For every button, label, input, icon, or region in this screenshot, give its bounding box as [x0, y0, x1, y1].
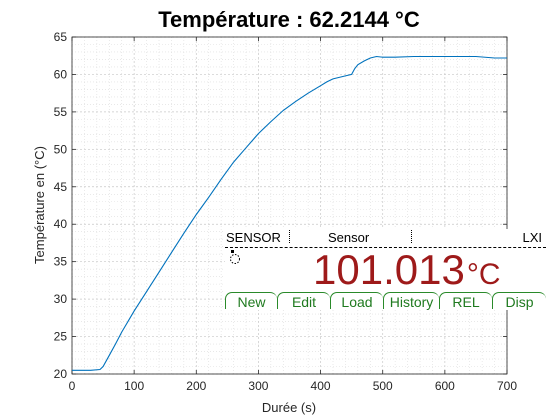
measurement-unit: °C [466, 258, 501, 291]
x-axis-label: Durée (s) [262, 400, 316, 415]
x-tick-label: 700 [497, 379, 517, 393]
y-axis-label: Température en (°C) [32, 146, 47, 264]
plot-frame [71, 36, 508, 375]
x-tick-label: 300 [248, 379, 268, 393]
busy-indicator-icon [230, 250, 240, 264]
status-separator [411, 230, 412, 243]
y-tick-label: 55 [54, 105, 68, 119]
lxi-indicator: LXI [522, 230, 542, 245]
y-tick-label: 20 [54, 367, 68, 381]
softkey-disp-button[interactable]: Disp [492, 292, 546, 310]
instrument-status-bar: SENSOR Sensor LXI [225, 229, 546, 248]
measurement-value: 101.013 [313, 246, 465, 293]
y-tick-label: 60 [54, 67, 68, 81]
measurement-readout: 101.013°C [313, 246, 501, 294]
y-tick-label: 35 [54, 255, 68, 269]
softkey-new-button[interactable]: New [225, 292, 277, 310]
softkey-edit-button[interactable]: Edit [277, 292, 330, 310]
x-tick-label: 0 [69, 379, 76, 393]
x-tick-label: 600 [435, 379, 455, 393]
softkey-load-button[interactable]: Load [330, 292, 383, 310]
y-tick-label: 30 [54, 292, 68, 306]
temperature-series-line [72, 55, 507, 371]
x-tick-label: 100 [124, 379, 144, 393]
y-tick-label: 50 [54, 142, 68, 156]
y-tick-label: 40 [54, 217, 68, 231]
y-tick-label: 65 [54, 30, 68, 44]
x-tick-label: 500 [373, 379, 393, 393]
y-tick-label: 45 [54, 180, 68, 194]
x-tick-label: 200 [186, 379, 206, 393]
softkey-history-button[interactable]: History [383, 292, 439, 310]
x-tick-label: 400 [311, 379, 331, 393]
softkey-rel-button[interactable]: REL [439, 292, 492, 310]
sensor-label: SENSOR [226, 230, 281, 245]
axis-ticks: 0 100 200 300 400 500 600 700 20 25 30 35 40 45 50 55 60… [54, 30, 518, 393]
y-tick-label: 25 [54, 330, 68, 344]
chart-grid [71, 36, 508, 375]
softkey-bar: New Edit Load History REL Disp [225, 292, 546, 310]
status-separator [289, 230, 290, 243]
instrument-panel: SENSOR Sensor LXI 101.013°C New Edit Load H… [225, 229, 546, 310]
sensor-name: Sensor [328, 230, 370, 245]
chart-title: Température : 62.2144 °C [158, 7, 420, 32]
